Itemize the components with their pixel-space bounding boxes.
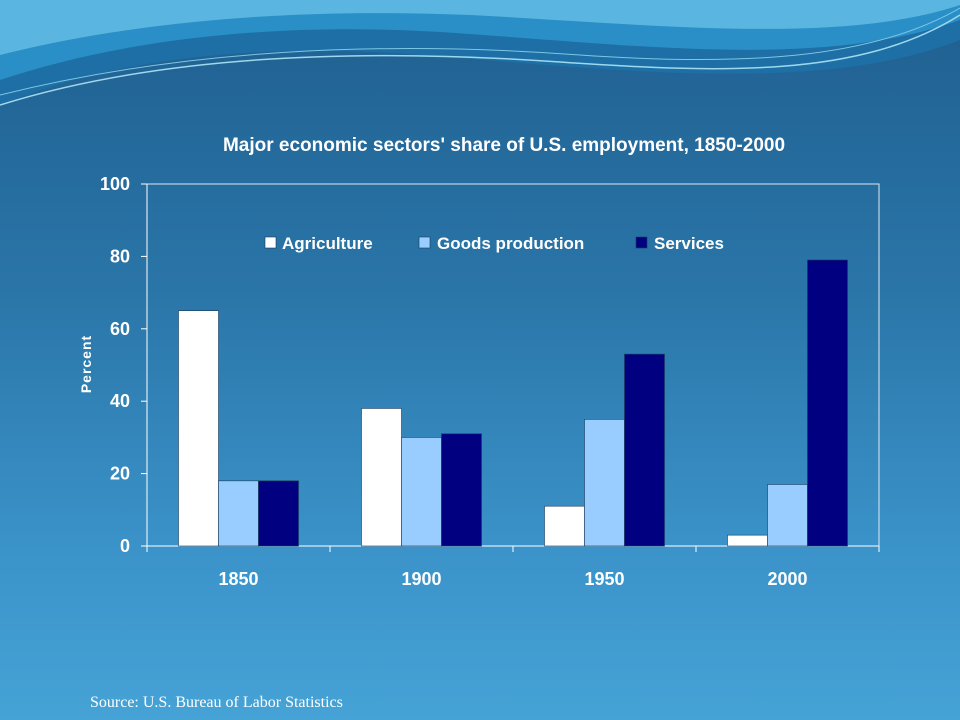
x-tick-label: 1900 xyxy=(401,569,441,589)
y-tick-label: 60 xyxy=(110,319,130,339)
bar-goods-production-1900 xyxy=(401,437,442,547)
bar-services-1900 xyxy=(441,433,482,547)
bar-agriculture-1850 xyxy=(178,310,219,547)
legend-label-goods-production: Goods production xyxy=(437,234,584,253)
source-note: Source: U.S. Bureau of Labor Statistics xyxy=(90,694,343,711)
bar-services-1850 xyxy=(258,480,299,547)
y-tick-label: 40 xyxy=(110,391,130,411)
y-tick-label: 20 xyxy=(110,464,130,484)
y-tick-label: 0 xyxy=(120,536,130,556)
legend-swatch-goods-production xyxy=(418,236,431,249)
bar-goods-production-1950 xyxy=(584,418,625,547)
bar-services-2000 xyxy=(807,259,848,547)
bar-agriculture-1950 xyxy=(544,505,585,547)
bar-goods-production-2000 xyxy=(767,484,808,547)
bar-agriculture-1900 xyxy=(361,408,402,547)
x-tick-label: 1850 xyxy=(218,569,258,589)
legend-swatch-services xyxy=(635,236,648,249)
bar-agriculture-2000 xyxy=(727,534,768,547)
y-tick-label: 80 xyxy=(110,246,130,266)
legend-swatch-agriculture xyxy=(264,236,277,249)
chart-title: Major economic sectors' share of U.S. em… xyxy=(223,135,785,156)
y-axis-label: Percent xyxy=(78,335,94,393)
x-tick-label: 2000 xyxy=(767,569,807,589)
legend-label-agriculture: Agriculture xyxy=(282,234,373,253)
y-tick-label: 100 xyxy=(100,174,130,194)
legend-label-services: Services xyxy=(654,234,724,253)
x-tick-label: 1950 xyxy=(584,569,624,589)
bar-services-1950 xyxy=(624,353,665,547)
bar-goods-production-1850 xyxy=(218,480,259,547)
